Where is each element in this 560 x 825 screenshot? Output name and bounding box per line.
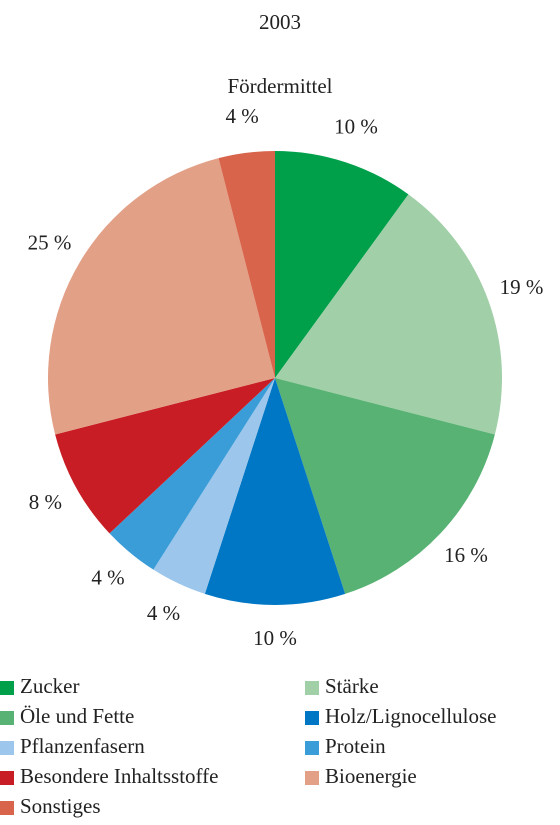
legend-swatch: [0, 681, 14, 695]
legend-label: Zucker: [20, 674, 79, 698]
chart-subtitle: Fördermittel: [228, 74, 333, 98]
data-label: 10 %: [334, 115, 378, 139]
legend-swatch: [0, 771, 14, 785]
data-label: 10 %: [253, 626, 297, 650]
data-label: 25 %: [28, 230, 72, 254]
chart-title: 2003: [259, 10, 301, 34]
pie-slice: [275, 194, 502, 435]
legend-label: Sonstiges: [20, 794, 101, 818]
data-label: 4 %: [147, 601, 180, 625]
pie-slice: [47, 158, 276, 435]
legend-swatch: [0, 741, 14, 755]
legend-label: Protein: [325, 734, 386, 758]
data-label: 8 %: [29, 490, 62, 514]
legend-label: Bioenergie: [325, 764, 417, 788]
data-label: 19 %: [500, 275, 544, 299]
legend-swatch: [0, 801, 14, 815]
data-label: 16 %: [444, 543, 488, 567]
data-label: 4 %: [226, 104, 259, 128]
legend-swatch: [305, 681, 319, 695]
legend-label: Besondere Inhaltsstoffe: [20, 764, 218, 788]
pie-slice: [204, 378, 346, 605]
legend-label: Stärke: [325, 674, 379, 698]
legend-label: Öle und Fette: [20, 704, 134, 728]
legend-swatch: [305, 771, 319, 785]
legend-swatch: [305, 741, 319, 755]
legend-swatch: [305, 711, 319, 725]
pie-slice: [109, 378, 275, 570]
data-label: 4 %: [91, 566, 124, 590]
pie-slice: [153, 378, 275, 594]
legend-swatch: [0, 711, 14, 725]
pie-slice: [218, 151, 275, 378]
legend-label: Pflanzenfasern: [20, 734, 145, 758]
pie-slice: [275, 151, 409, 378]
pie-slice: [55, 378, 275, 534]
pie-slice: [275, 378, 495, 594]
legend-label: Holz/Lignocellulose: [325, 704, 496, 728]
